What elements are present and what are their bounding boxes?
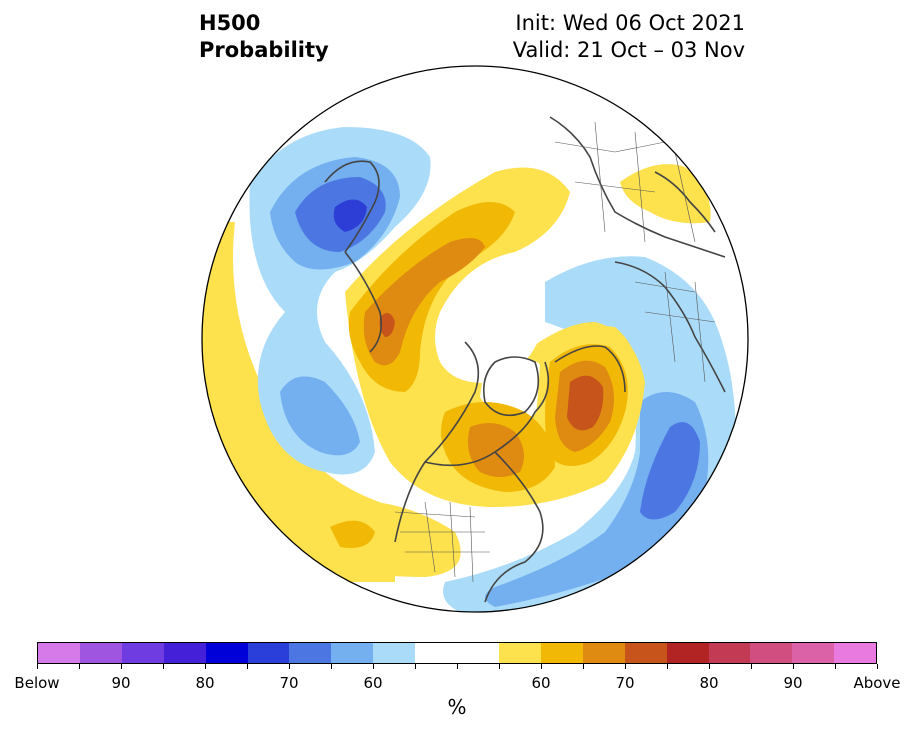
probability-field — [202, 66, 748, 612]
colorbar-swatch-19 — [834, 643, 877, 663]
colorbar-label: Below — [14, 674, 60, 692]
colorbar-swatch-9 — [415, 643, 458, 663]
colorbar — [37, 642, 877, 664]
colorbar-swatch-10 — [457, 643, 499, 663]
colorbar-tick — [667, 664, 668, 669]
colorbar-label: 80 — [699, 674, 719, 692]
title-product: Probability — [199, 38, 329, 62]
colorbar-tick — [163, 664, 164, 669]
colorbar-tick — [289, 664, 290, 669]
colorbar-swatch-12 — [540, 643, 583, 663]
colorbar-tick — [751, 664, 752, 669]
region-above-ring-90 — [379, 313, 395, 337]
region-below-northwest-90 — [333, 199, 367, 232]
init-date: Init: Wed 06 Oct 2021 — [515, 11, 745, 35]
colorbar-label: 80 — [195, 674, 215, 692]
colorbar-swatch-15 — [666, 643, 709, 663]
colorbar-swatch-13 — [582, 643, 625, 663]
region-above-northamerica-80 — [467, 423, 524, 477]
colorbar-tick — [415, 664, 416, 669]
colorbar-tick — [499, 664, 500, 669]
colorbar-tick — [79, 664, 80, 669]
region-above-ring-80 — [363, 238, 485, 366]
colorbar-swatch-4 — [205, 643, 248, 663]
colorbar-swatch-8 — [373, 643, 416, 663]
colorbar-tick — [793, 664, 794, 669]
colorbar-swatch-5 — [247, 643, 290, 663]
colorbar-label: 60 — [531, 674, 551, 692]
colorbar-swatch-16 — [708, 643, 751, 663]
colorbar-swatch-0 — [38, 643, 80, 663]
borders — [394, 121, 716, 583]
colorbar-tick — [331, 664, 332, 669]
colorbar-swatch-6 — [289, 643, 332, 663]
colorbar-tick — [877, 664, 878, 669]
colorbar-tick — [583, 664, 584, 669]
colorbar-tick — [709, 664, 710, 669]
colorbar-label: 70 — [615, 674, 635, 692]
colorbar-ticks — [0, 664, 915, 672]
colorbar-label: 70 — [279, 674, 299, 692]
colorbar-tick — [205, 664, 206, 669]
colorbar-tick — [373, 664, 374, 669]
colorbar-label: 90 — [111, 674, 131, 692]
colorbar-swatch-2 — [121, 643, 164, 663]
title-right: Init: Wed 06 Oct 2021 Valid: 21 Oct – 03… — [513, 10, 745, 64]
region-above-atlantic-90 — [567, 375, 604, 431]
colorbar-unit: % — [447, 695, 467, 719]
region-above-southwest-core — [330, 520, 375, 548]
colorbar-swatch-11 — [498, 643, 541, 663]
colorbar-tick — [121, 664, 122, 669]
region-below-pacific — [280, 376, 360, 456]
colorbar-tick — [541, 664, 542, 669]
colorbar-tick — [625, 664, 626, 669]
colorbar-swatch-7 — [331, 643, 374, 663]
colorbar-tick — [457, 664, 458, 669]
colorbar-swatch-18 — [792, 643, 835, 663]
colorbar-label: 60 — [363, 674, 383, 692]
colorbar-swatch-3 — [163, 643, 206, 663]
colorbar-swatch-1 — [79, 643, 122, 663]
colorbar-tick — [37, 664, 38, 669]
polar-map: .fa60 { fill: #fde14d; } .fa70 { fill: #… — [201, 65, 749, 613]
colorbar-label: Above — [853, 674, 901, 692]
colorbar-swatch-17 — [750, 643, 793, 663]
title-variable: H500 — [199, 11, 261, 35]
coastlines — [324, 116, 726, 603]
region-above-southwest — [315, 500, 461, 577]
colorbar-swatch-14 — [624, 643, 667, 663]
colorbar-tick — [835, 664, 836, 669]
region-below-east-80 — [640, 422, 700, 520]
title-left: H500 Probability — [199, 10, 329, 64]
colorbar-label: 90 — [783, 674, 803, 692]
region-above-northeast — [620, 164, 711, 224]
map-boundary — [201, 65, 749, 613]
valid-range: Valid: 21 Oct – 03 Nov — [512, 38, 745, 62]
colorbar-tick — [247, 664, 248, 669]
